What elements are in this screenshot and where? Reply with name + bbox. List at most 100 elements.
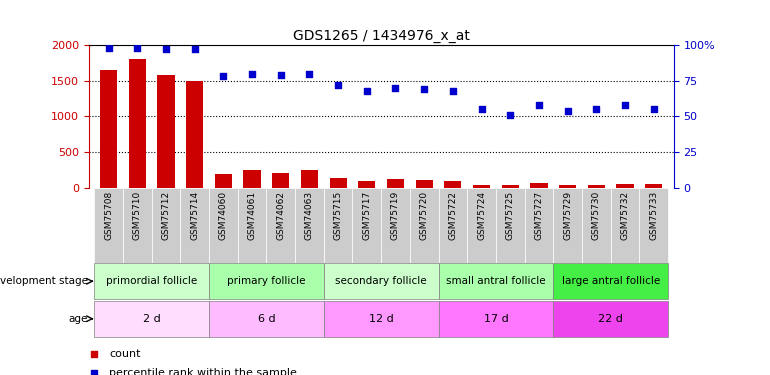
Bar xyxy=(272,173,290,188)
Point xyxy=(561,108,574,114)
Point xyxy=(131,45,143,51)
Bar xyxy=(94,301,209,337)
Text: GSM75717: GSM75717 xyxy=(363,191,371,240)
Bar xyxy=(554,301,668,337)
Text: GSM74062: GSM74062 xyxy=(276,191,285,240)
Text: secondary follicle: secondary follicle xyxy=(336,276,427,286)
Text: GSM75714: GSM75714 xyxy=(190,191,199,240)
Bar xyxy=(301,170,318,188)
Text: 12 d: 12 d xyxy=(369,314,393,324)
Text: GSM75722: GSM75722 xyxy=(448,191,457,240)
Point xyxy=(447,88,459,94)
Point xyxy=(648,106,660,112)
Point xyxy=(303,70,316,76)
Bar xyxy=(186,81,203,188)
Point xyxy=(475,106,487,112)
Point xyxy=(89,351,101,357)
Point xyxy=(504,112,517,118)
Bar xyxy=(611,188,639,262)
Bar xyxy=(323,263,439,299)
Text: primordial follicle: primordial follicle xyxy=(106,276,197,286)
Text: GSM75727: GSM75727 xyxy=(534,191,544,240)
Bar xyxy=(616,184,634,188)
Bar xyxy=(496,188,524,262)
Bar xyxy=(473,185,490,188)
Bar xyxy=(554,188,582,262)
Bar xyxy=(559,184,576,188)
Text: GSM75725: GSM75725 xyxy=(506,191,514,240)
Point xyxy=(275,72,287,78)
Text: GSM75715: GSM75715 xyxy=(333,191,343,240)
Bar xyxy=(100,70,117,188)
Text: GSM75729: GSM75729 xyxy=(563,191,572,240)
Text: GSM75733: GSM75733 xyxy=(649,191,658,240)
Text: 2 d: 2 d xyxy=(142,314,160,324)
Text: GSM75710: GSM75710 xyxy=(132,191,142,240)
Point xyxy=(418,86,430,92)
Bar xyxy=(588,185,605,188)
Bar xyxy=(444,181,461,188)
Bar xyxy=(323,188,353,262)
Bar xyxy=(238,188,266,262)
Bar xyxy=(387,179,404,188)
Bar xyxy=(439,301,554,337)
Text: GSM75720: GSM75720 xyxy=(420,191,429,240)
Bar xyxy=(501,184,519,188)
Bar xyxy=(524,188,554,262)
Text: GSM74061: GSM74061 xyxy=(248,191,256,240)
Bar xyxy=(209,301,323,337)
Bar xyxy=(157,75,175,188)
Text: GSM74063: GSM74063 xyxy=(305,191,314,240)
Bar xyxy=(180,188,209,262)
Bar xyxy=(94,188,123,262)
Text: percentile rank within the sample: percentile rank within the sample xyxy=(109,368,297,375)
Text: count: count xyxy=(109,350,141,359)
Point xyxy=(390,85,402,91)
Point xyxy=(533,102,545,108)
Text: GSM75712: GSM75712 xyxy=(162,191,170,240)
Point xyxy=(189,46,201,52)
Bar xyxy=(353,188,381,262)
Bar xyxy=(330,178,346,188)
Bar xyxy=(152,188,180,262)
Text: development stage: development stage xyxy=(0,276,88,286)
Bar xyxy=(295,188,323,262)
Point xyxy=(160,46,172,52)
Bar xyxy=(209,263,323,299)
Point xyxy=(619,102,631,108)
Text: 6 d: 6 d xyxy=(258,314,275,324)
Bar xyxy=(381,188,410,262)
Text: 17 d: 17 d xyxy=(484,314,508,324)
Point xyxy=(89,370,101,375)
Text: large antral follicle: large antral follicle xyxy=(561,276,660,286)
Bar xyxy=(531,183,547,188)
Text: GSM75724: GSM75724 xyxy=(477,191,486,240)
Text: GSM75732: GSM75732 xyxy=(621,191,630,240)
Text: primary follicle: primary follicle xyxy=(227,276,306,286)
Point xyxy=(217,74,229,80)
Bar xyxy=(215,174,232,188)
Point xyxy=(102,45,115,51)
Bar xyxy=(266,188,295,262)
Text: GSM74060: GSM74060 xyxy=(219,191,228,240)
Text: GSM75708: GSM75708 xyxy=(104,191,113,240)
Text: GSM75730: GSM75730 xyxy=(592,191,601,240)
Bar xyxy=(439,263,554,299)
Text: 22 d: 22 d xyxy=(598,314,623,324)
Bar xyxy=(467,188,496,262)
Bar xyxy=(582,188,611,262)
Bar xyxy=(639,188,668,262)
Bar xyxy=(123,188,152,262)
Bar xyxy=(209,188,238,262)
Point xyxy=(360,88,373,94)
Text: small antral follicle: small antral follicle xyxy=(446,276,546,286)
Bar xyxy=(416,180,433,188)
Bar xyxy=(129,59,146,188)
Text: age: age xyxy=(69,314,88,324)
Bar xyxy=(410,188,439,262)
Bar xyxy=(554,263,668,299)
Point xyxy=(332,82,344,88)
Text: GSM75719: GSM75719 xyxy=(391,191,400,240)
Bar xyxy=(439,188,467,262)
Bar xyxy=(358,181,376,188)
